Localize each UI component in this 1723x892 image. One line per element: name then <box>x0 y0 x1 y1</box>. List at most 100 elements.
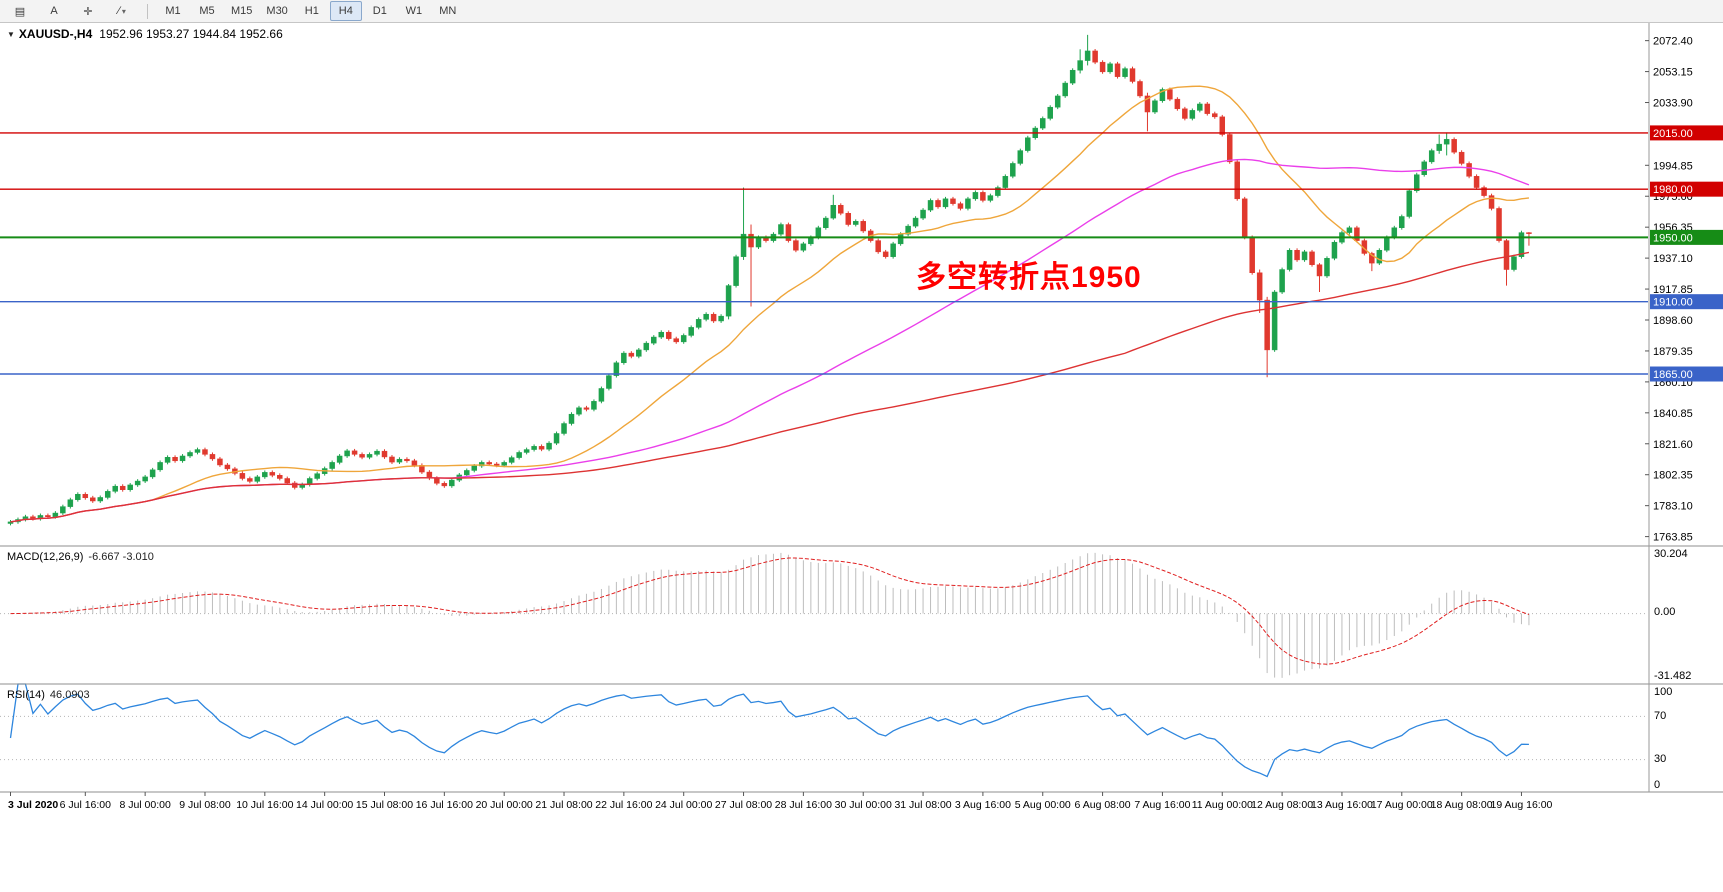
price-tick-label: 1840.85 <box>1653 408 1693 420</box>
price-tick-label: 2053.15 <box>1653 67 1693 79</box>
time-axis-label: 7 Aug 16:00 <box>1134 799 1190 811</box>
time-axis-label: 22 Jul 16:00 <box>595 799 652 811</box>
price-level-badge-label: 1910.00 <box>1653 297 1693 309</box>
rsi-value: 46.0903 <box>49 689 90 701</box>
toolbar: ▤ A ✛ ∕ ▾ M1 M5 M15 M30 H1 H4 D1 W1 MN <box>0 0 1723 23</box>
time-axis-label: 13 Aug 16:00 <box>1311 799 1373 811</box>
time-axis-label: 27 Jul 08:00 <box>715 799 772 811</box>
price-level-badge <box>1650 366 1723 382</box>
time-axis-label: 14 Jul 00:00 <box>296 799 353 811</box>
candles-layer <box>7 34 1532 526</box>
time-axis-label: 9 Jul 08:00 <box>179 799 231 811</box>
timeframe-button-m5[interactable]: M5 <box>199 5 215 17</box>
time-scale[interactable]: 3 Jul 2020 6 Jul 16:00 8 Jul 00:00 9 Jul 08… <box>8 792 1553 811</box>
macd-scale-max: 30.204 <box>1654 548 1688 560</box>
price-tick-label: 2072.40 <box>1653 36 1693 48</box>
timeframe-button-m30[interactable]: M30 <box>266 5 288 17</box>
time-axis-label: 12 Aug 08:00 <box>1251 799 1313 811</box>
price-tick-label: 2033.90 <box>1653 98 1693 110</box>
macd-name: MACD(12,26,9) <box>7 551 84 563</box>
macd-scale-min: -31.482 <box>1654 670 1692 682</box>
price-level-badge <box>1650 229 1723 245</box>
price-tick-label: 1917.85 <box>1653 284 1693 296</box>
panel-separators <box>0 22 1723 793</box>
time-axis-label: 18 Aug 08:00 <box>1431 799 1493 811</box>
chart-list-icon[interactable]: ▤ <box>14 5 26 18</box>
macd-label: MACD(12,26,9) -6.667 -3.010 <box>7 551 154 563</box>
time-axis-label: 21 Jul 08:00 <box>535 799 592 811</box>
ma-mid-line <box>10 158 1530 523</box>
timeframe-button-mn[interactable]: MN <box>439 5 457 17</box>
time-axis-label: 3 Aug 16:00 <box>955 799 1011 811</box>
time-axis-label: 16 Jul 16:00 <box>416 799 473 811</box>
timeframe-button-d1[interactable]: D1 <box>372 5 387 17</box>
timeframe-button-m1[interactable]: M1 <box>165 5 181 17</box>
macd-indicator <box>10 552 1530 678</box>
text-a-icon[interactable]: A <box>50 5 58 17</box>
price-tick-label: 1802.35 <box>1653 470 1693 482</box>
time-axis-label: 28 Jul 16:00 <box>775 799 832 811</box>
time-axis-label: 8 Jul 00:00 <box>119 799 171 811</box>
rsi-scale-0: 0 <box>1654 779 1661 791</box>
timeframe-button-m15[interactable]: M15 <box>231 5 253 17</box>
rsi-scale-70: 70 <box>1654 710 1667 722</box>
time-axis-label: 20 Jul 00:00 <box>476 799 533 811</box>
price-level-badge <box>1650 181 1723 197</box>
price-tick-label: 1763.85 <box>1653 532 1693 544</box>
toolbar-separator <box>147 3 148 19</box>
rsi-label: RSI(14) 46.0903 <box>7 689 90 701</box>
price-level-badge-label: 1980.00 <box>1653 184 1693 196</box>
macd-signal-line <box>10 557 1530 665</box>
bottom-margin <box>0 816 1723 892</box>
rsi-indicator <box>9 683 1529 778</box>
macd-values: -6.667 -3.010 <box>88 551 154 563</box>
timeframe-button-w1[interactable]: W1 <box>405 5 423 17</box>
rsi-scale-100: 100 <box>1654 686 1673 698</box>
symbol-period-label: XAUUSD-,H4 <box>18 27 93 41</box>
price-level-badge-label: 1950.00 <box>1653 232 1693 244</box>
price-tick-label: 1898.60 <box>1653 315 1693 327</box>
collapse-arrow-icon[interactable]: ▼ <box>7 30 15 39</box>
timeframe-button-h1[interactable]: H1 <box>304 5 319 17</box>
time-axis-label: 11 Aug 00:00 <box>1192 799 1253 811</box>
dropdown-caret-icon: ▾ <box>121 6 126 16</box>
time-axis-label: 19 Aug 16:00 <box>1491 799 1553 811</box>
price-tick-label: 1937.10 <box>1653 253 1693 265</box>
price-scale[interactable]: 2072.402053.152033.901994.851975.601956.… <box>1645 36 1723 544</box>
time-axis-label: 31 Jul 08:00 <box>894 799 951 811</box>
time-axis-label: 6 Aug 08:00 <box>1075 799 1131 811</box>
price-level-badge <box>1650 294 1723 310</box>
price-level-badge-label: 2015.00 <box>1653 128 1693 140</box>
timeframe-button-group: M1 M5 M15 M30 H1 H4 D1 W1 MN <box>157 1 464 21</box>
rsi-scale-30: 30 <box>1654 753 1667 765</box>
macd-scale-zero: 0.00 <box>1654 606 1676 618</box>
ma-fast-line <box>10 85 1530 523</box>
horizontal-level-lines[interactable] <box>0 132 1648 375</box>
rsi-name: RSI(14) <box>7 689 45 701</box>
moving-averages-layer <box>10 85 1530 523</box>
time-axis-label: 30 Jul 00:00 <box>835 799 892 811</box>
indicator-level-lines <box>0 613 1648 761</box>
rsi-line <box>9 683 1529 778</box>
price-tick-label: 1879.35 <box>1653 346 1693 358</box>
crosshair-icon[interactable]: ✛ <box>83 5 93 18</box>
toolbar-icon-group: ▤ A ✛ ∕ ▾ <box>4 1 138 21</box>
timeframe-button-h4[interactable]: H4 <box>329 1 362 21</box>
time-axis-label: 10 Jul 16:00 <box>236 799 293 811</box>
price-tick-label: 1821.60 <box>1653 439 1693 451</box>
ma-slow-line <box>10 251 1530 523</box>
time-axis-label: 17 Aug 00:00 <box>1371 799 1433 811</box>
price-tick-label: 1994.85 <box>1653 160 1693 172</box>
price-level-badge <box>1650 125 1723 141</box>
time-axis-label: 6 Jul 16:00 <box>60 799 112 811</box>
price-level-badge-label: 1865.00 <box>1653 369 1693 381</box>
chart-annotation-text[interactable]: 多空转折点1950 <box>916 261 1142 294</box>
time-axis-label: 24 Jul 00:00 <box>655 799 712 811</box>
time-axis-label: 5 Aug 00:00 <box>1015 799 1071 811</box>
line-studies-icon[interactable]: ∕ ▾ <box>118 5 126 17</box>
chart-title: ▼ XAUUSD-,H4 1952.96 1953.27 1944.84 1952.… <box>7 27 283 41</box>
time-axis-label: 15 Jul 08:00 <box>356 799 413 811</box>
price-tick-label: 1783.10 <box>1653 501 1693 513</box>
time-axis-label: 3 Jul 2020 <box>8 799 58 811</box>
